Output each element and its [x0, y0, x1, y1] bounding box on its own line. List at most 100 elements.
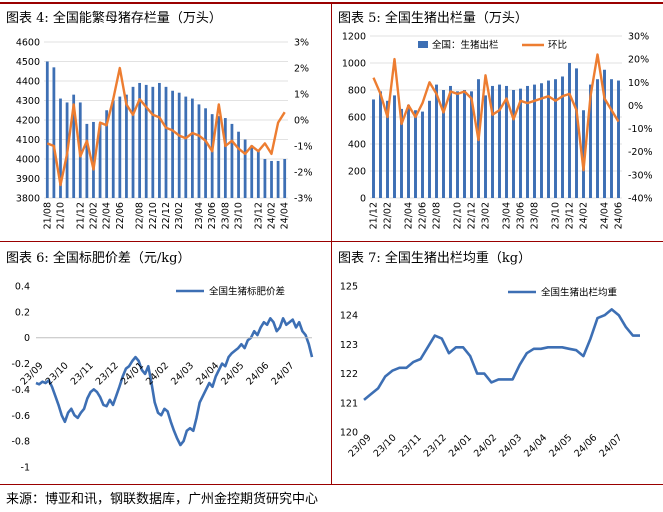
y-tick-label: 0.2	[15, 307, 30, 318]
bar	[582, 110, 585, 198]
left-axis-tick-label: 4000	[16, 155, 40, 166]
bar	[512, 90, 515, 198]
bar	[498, 84, 501, 198]
left-axis-tick-label: 200	[348, 167, 366, 178]
right-axis-tick-label: -10%	[628, 124, 653, 135]
left-axis-tick-label: 4500	[16, 57, 40, 68]
left-axis-tick-label: 4600	[16, 38, 40, 49]
left-axis-tick-label: 4200	[16, 116, 40, 127]
legend-label-line: 环比	[548, 39, 567, 51]
x-tick-label: 23/10	[372, 432, 399, 459]
right-axis-tick-label: 10%	[628, 78, 649, 89]
x-tick-label: 22/02	[88, 202, 99, 229]
bar	[283, 159, 287, 198]
x-tick-label: 22/08	[135, 202, 146, 229]
legend-label: 全国生猪标肥价差	[209, 286, 285, 298]
right-axis-tick-label: -40%	[628, 194, 653, 205]
x-tick-label: 22/10	[148, 202, 159, 229]
x-tick-label: 24/02	[267, 202, 278, 229]
x-tick-label: 23/04	[194, 202, 205, 229]
x-tick-label: 22/12	[467, 202, 478, 229]
bar	[547, 80, 550, 198]
bar	[575, 68, 578, 199]
bar	[554, 79, 557, 198]
bar	[617, 80, 620, 198]
x-tick-label: 23/11	[69, 360, 96, 387]
left-axis-tick-label: 4400	[16, 77, 40, 88]
bar	[568, 63, 571, 198]
bar	[151, 86, 155, 198]
bar	[197, 104, 201, 198]
y-tick-label: -0.2	[11, 359, 30, 370]
title-fig5: 图表 5: 全国生猪出栏量（万头）	[338, 11, 528, 26]
y-tick-label: -0.8	[11, 437, 30, 448]
x-tick-label: 23/10	[44, 360, 71, 387]
x-tick-label: 23/06	[516, 202, 527, 229]
x-tick-label: 24/02	[144, 360, 171, 387]
x-tick-label: 23/06	[207, 202, 218, 229]
right-axis-tick-label: 20%	[628, 55, 649, 66]
bar	[105, 110, 109, 198]
x-tick-label: 24/01	[447, 432, 474, 459]
bar	[72, 94, 76, 198]
bar	[125, 94, 128, 198]
x-tick-label: 24/06	[614, 202, 625, 229]
bar	[256, 151, 260, 198]
bar	[421, 111, 424, 198]
x-tick-label: 24/04	[280, 202, 291, 229]
x-tick-label: 24/02	[579, 202, 590, 229]
bar	[442, 90, 445, 198]
x-tick-label: 21/12	[75, 202, 86, 229]
x-tick-label: 22/04	[102, 202, 113, 229]
bar	[111, 100, 115, 198]
mom-change-line	[372, 53, 620, 172]
bar	[414, 110, 417, 198]
x-tick-label: 22/08	[432, 202, 443, 229]
bar	[456, 91, 459, 198]
left-axis-tick-label: 1000	[342, 59, 366, 70]
x-tick-label: 23/12	[94, 360, 121, 387]
bar	[519, 88, 522, 198]
left-axis-tick-label: 400	[348, 140, 366, 151]
bar	[263, 159, 267, 198]
bar	[463, 90, 466, 198]
bar	[540, 83, 543, 198]
x-tick-label: 24/03	[169, 360, 196, 387]
bar	[59, 98, 62, 198]
legend-swatch-bars	[418, 41, 428, 48]
x-tick-label: 23/10	[551, 202, 562, 229]
bar	[250, 145, 254, 198]
x-tick-label: 23/02	[174, 202, 185, 229]
title-fig4: 图表 4: 全国能繁母猪存栏量（万头）	[6, 11, 222, 26]
x-tick-label: 23/12	[565, 202, 576, 229]
left-axis-tick-label: 3800	[16, 194, 40, 205]
x-tick-label: 23/04	[502, 202, 513, 229]
x-tick-label: 24/04	[522, 432, 549, 459]
bar	[164, 86, 168, 198]
bar	[400, 108, 403, 198]
bar	[171, 90, 174, 198]
chart-hog-slaughter: 0 200 400 600 800 1000 1200 -40% -30% -20% -10% 0% 1…	[342, 32, 653, 230]
bar	[210, 114, 214, 198]
y-tick-label: 122	[340, 369, 358, 380]
bar	[470, 91, 473, 198]
x-tick-label: 23/11	[397, 432, 424, 459]
bar	[407, 104, 410, 198]
bar	[131, 86, 135, 198]
x-tick-label: 22/12	[161, 202, 172, 229]
series-line	[363, 308, 640, 401]
left-axis-tick-label: 0	[360, 194, 366, 205]
y-tick-label: 123	[340, 340, 358, 351]
x-tick-label: 24/02	[472, 432, 499, 459]
y-tick-label: 124	[340, 311, 358, 322]
y-tick-label: 120	[340, 428, 358, 439]
bar	[223, 118, 227, 198]
x-tick-label: 23/12	[253, 202, 264, 229]
x-tick-label: 24/06	[244, 360, 271, 387]
x-tick-label: 22/02	[383, 202, 394, 229]
bar	[603, 69, 606, 198]
x-tick-label: 23/02	[481, 202, 492, 229]
bar	[270, 160, 273, 198]
bar	[589, 84, 592, 198]
bar	[428, 100, 431, 198]
